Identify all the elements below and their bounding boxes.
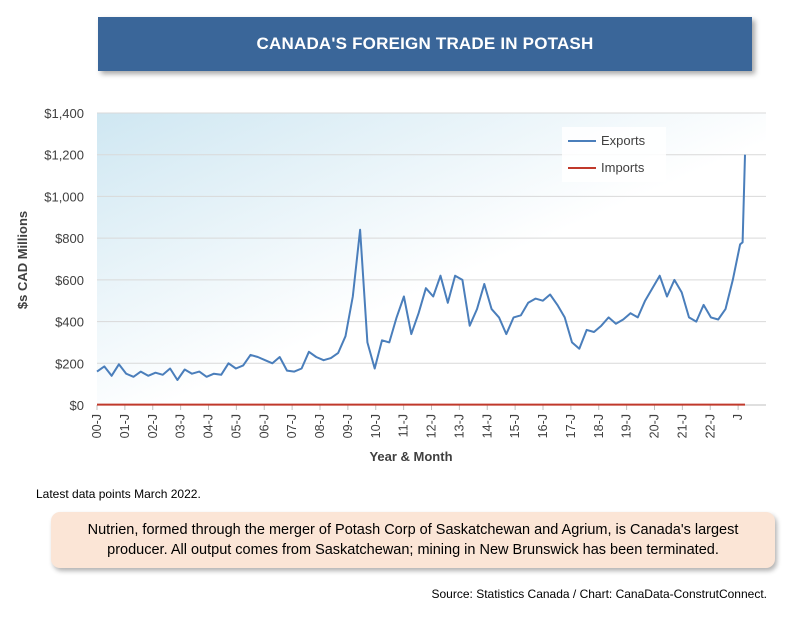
x-tick-label: 16-J <box>536 414 550 438</box>
y-tick-label: $1,400 <box>44 106 84 121</box>
legend-exports-label: Exports <box>601 133 646 148</box>
y-tick-label: $400 <box>55 315 84 330</box>
x-tick-label: J <box>731 414 745 420</box>
x-axis-label: Year & Month <box>369 449 452 464</box>
y-tick-label: $600 <box>55 273 84 288</box>
commentary-text: Nutrien, formed through the merger of Po… <box>87 522 739 558</box>
x-tick-label: 05-J <box>229 414 243 438</box>
x-tick-label: 19-J <box>620 414 634 438</box>
x-tick-label: 10-J <box>369 414 383 438</box>
chart-title-banner: CANADA'S FOREIGN TRADE IN POTASH <box>98 17 752 71</box>
chart-title: CANADA'S FOREIGN TRADE IN POTASH <box>256 34 594 53</box>
x-tick-label: 17-J <box>564 414 578 438</box>
y-axis-label: $s CAD Millions <box>15 211 30 309</box>
x-tick-label: 18-J <box>592 414 606 438</box>
x-tick-label: 12-J <box>425 414 439 438</box>
x-tick-label: 15-J <box>508 414 522 438</box>
legend: Exports Imports <box>562 127 666 182</box>
x-tick-label: 06-J <box>257 414 271 438</box>
y-tick-label: $1,200 <box>44 148 84 163</box>
x-tick-label: 09-J <box>341 414 355 438</box>
legend-imports-label: Imports <box>601 160 645 175</box>
y-tick-label: $1,000 <box>44 189 84 204</box>
latest-data-note: Latest data points March 2022. <box>36 487 201 501</box>
x-tick-label: 04-J <box>202 414 216 438</box>
y-tick-label: $0 <box>70 398 84 413</box>
x-tick-label: 08-J <box>313 414 327 438</box>
y-tick-label: $200 <box>55 356 84 371</box>
y-axis-ticks: $0 $200 $400 $600 $800 $1,000 $1,200 $1,400 <box>44 106 84 413</box>
x-tick-label: 03-J <box>174 414 188 438</box>
y-tick-label: $800 <box>55 231 84 246</box>
x-axis-ticks: 00-J 01-J 02-J 03-J 04-J 05-J 06-J 07-J 08-J 09-J… <box>90 405 745 438</box>
x-tick-label: 21-J <box>675 414 689 438</box>
series-lines <box>96 154 746 406</box>
x-tick-label: 20-J <box>648 414 662 438</box>
x-tick-label: 22-J <box>703 414 717 438</box>
x-tick-label: 01-J <box>118 414 132 438</box>
source-credit: Source: Statistics Canada / Chart: CanaD… <box>431 587 768 601</box>
series-line-exports <box>96 154 746 381</box>
commentary-box: Nutrien, formed through the merger of Po… <box>51 512 775 568</box>
chart-area: $0 $200 $400 $600 $800 $1,000 $1,200 $1,400 00-… <box>15 106 766 464</box>
x-tick-label: 02-J <box>146 414 160 438</box>
x-tick-label: 14-J <box>480 414 494 438</box>
x-tick-label: 00-J <box>90 414 104 438</box>
x-tick-label: 11-J <box>397 414 411 437</box>
x-tick-label: 07-J <box>285 414 299 438</box>
x-tick-label: 13-J <box>452 414 466 438</box>
